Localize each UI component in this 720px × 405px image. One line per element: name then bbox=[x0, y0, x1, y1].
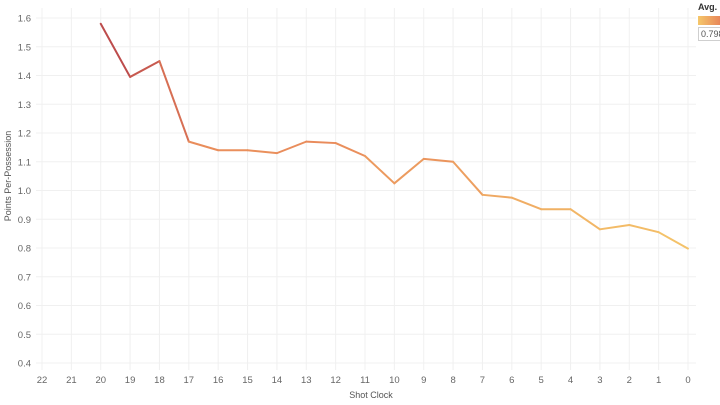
line-segment[interactable] bbox=[334, 142, 366, 157]
x-tick-label: 1 bbox=[656, 375, 661, 386]
line-segment[interactable] bbox=[598, 224, 631, 231]
series-line bbox=[99, 22, 689, 250]
y-tick-label: 0.7 bbox=[18, 272, 31, 283]
x-tick-label: 10 bbox=[389, 375, 400, 386]
grid-lines bbox=[36, 8, 696, 370]
x-tick-label: 4 bbox=[568, 375, 573, 386]
x-tick-label: 21 bbox=[66, 375, 77, 386]
x-tick-label: 20 bbox=[95, 375, 106, 386]
line-segment[interactable] bbox=[422, 157, 455, 163]
line-segment[interactable] bbox=[275, 140, 308, 155]
x-tick-label: 3 bbox=[597, 375, 602, 386]
y-tick-label: 0.5 bbox=[18, 330, 31, 341]
x-tick-label: 6 bbox=[509, 375, 514, 386]
y-tick-label: 1.4 bbox=[18, 71, 31, 82]
y-tick-label: 1.5 bbox=[18, 42, 31, 53]
x-tick-label: 15 bbox=[242, 375, 253, 386]
y-tick-label: 1.2 bbox=[18, 129, 31, 140]
y-tick-label: 1.6 bbox=[18, 14, 31, 25]
y-axis-ticks: 0.4 0.5 0.6 0.7 0.8 0.9 1.0 1.1 1.2 1.3 1.4 1.5 1.6 bbox=[18, 14, 31, 370]
line-segment[interactable] bbox=[187, 140, 220, 152]
x-axis-ticks: 22 21 20 19 18 17 16 15 14 13 12 11 10 9 8 7 6 5 4 3 2 1 0 bbox=[37, 375, 691, 386]
x-tick-label: 5 bbox=[539, 375, 544, 386]
y-axis-title: Points Per-Possession bbox=[3, 131, 13, 222]
y-tick-label: 1.3 bbox=[18, 100, 31, 111]
y-tick-label: 1.1 bbox=[18, 157, 31, 168]
x-axis-title: Shot Clock bbox=[349, 390, 393, 400]
line-segment[interactable] bbox=[364, 155, 396, 185]
x-tick-label: 14 bbox=[272, 375, 283, 386]
x-tick-label: 16 bbox=[213, 375, 224, 386]
y-tick-label: 1.0 bbox=[18, 186, 31, 197]
x-tick-label: 18 bbox=[154, 375, 165, 386]
y-tick-label: 0.9 bbox=[18, 215, 31, 226]
legend-min-value[interactable]: 0.798 bbox=[698, 27, 720, 41]
x-tick-label: 9 bbox=[421, 375, 426, 386]
line-segment[interactable] bbox=[305, 140, 337, 145]
x-tick-label: 13 bbox=[301, 375, 312, 386]
y-tick-label: 0.6 bbox=[18, 301, 31, 312]
line-segment[interactable] bbox=[393, 157, 425, 185]
line-segment[interactable] bbox=[481, 193, 513, 199]
x-tick-label: 12 bbox=[330, 375, 341, 386]
x-tick-label: 7 bbox=[480, 375, 485, 386]
x-tick-label: 22 bbox=[37, 375, 48, 386]
line-segment[interactable] bbox=[569, 208, 601, 231]
y-tick-label: 0.4 bbox=[18, 359, 31, 370]
line-segment[interactable] bbox=[452, 160, 484, 196]
x-tick-label: 8 bbox=[450, 375, 455, 386]
legend-title: Avg. P bbox=[698, 2, 720, 12]
line-segment[interactable] bbox=[628, 224, 660, 234]
line-segment[interactable] bbox=[99, 22, 132, 78]
line-segment[interactable] bbox=[158, 60, 190, 143]
y-tick-label: 0.8 bbox=[18, 244, 31, 255]
x-tick-label: 19 bbox=[125, 375, 136, 386]
line-segment[interactable] bbox=[246, 149, 278, 155]
line-segment[interactable] bbox=[657, 231, 689, 250]
x-tick-label: 11 bbox=[360, 375, 370, 386]
x-tick-label: 2 bbox=[627, 375, 632, 386]
x-tick-label: 17 bbox=[184, 375, 195, 386]
line-segment[interactable] bbox=[510, 196, 543, 211]
color-legend: Avg. P 0.798 bbox=[698, 2, 720, 41]
x-tick-label: 0 bbox=[685, 375, 690, 386]
line-segment[interactable] bbox=[129, 60, 161, 78]
legend-gradient-bar bbox=[698, 16, 720, 25]
